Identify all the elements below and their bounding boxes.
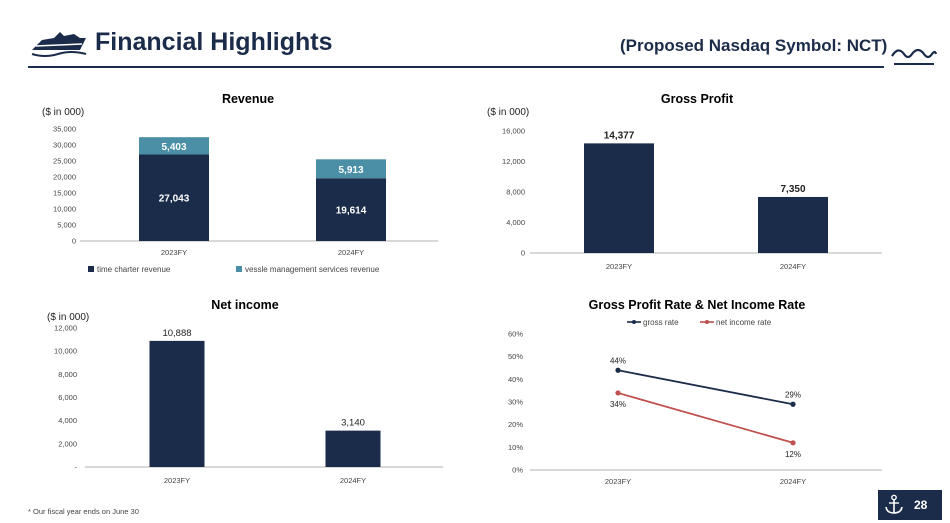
gross-profit-data-label: 7,350: [780, 184, 805, 195]
rates-legend-marker: [705, 320, 709, 324]
rates-data-label: 34%: [610, 400, 626, 409]
rates-data-label: 12%: [785, 450, 801, 459]
revenue-x-tick: 2023FY: [161, 248, 187, 257]
anchor-icon: [885, 494, 903, 514]
net-income-y-tick: 6,000: [58, 393, 77, 402]
revenue-y-tick: 15,000: [53, 189, 76, 198]
revenue-legend-swatch: [88, 266, 94, 272]
rates-point-gross-rate: [790, 401, 796, 407]
revenue-data-label: 5,403: [161, 142, 186, 153]
rates-y-tick: 20%: [508, 420, 523, 429]
rates-y-tick: 50%: [508, 352, 523, 361]
net-income-y-tick: 2,000: [58, 439, 77, 448]
rates-point-net-income-rate: [790, 440, 796, 446]
net-income-chart-title: Net income: [211, 298, 278, 312]
revenue-data-label: 5,913: [338, 165, 363, 176]
rates-y-tick: 10%: [508, 443, 523, 452]
revenue-y-tick: 5,000: [57, 221, 76, 230]
net-income-bar: [325, 430, 381, 467]
revenue-y-tick: 20,000: [53, 173, 76, 182]
revenue-data-label: 27,043: [159, 194, 190, 205]
revenue-data-label: 19,614: [336, 206, 367, 217]
ship-logo-icon: [31, 32, 87, 57]
gross-profit-data-label: 14,377: [604, 130, 635, 141]
rates-legend-label: net income rate: [716, 318, 772, 327]
revenue-chart-title: Revenue: [222, 92, 274, 106]
revenue-chart: Revenue ($ in 000) 0 5,000 10,000 15,000 20,…: [42, 92, 438, 274]
revenue-y-tick: 35,000: [53, 125, 76, 134]
net-income-y-tick: 4,000: [58, 416, 77, 425]
revenue-x-tick: 2024FY: [338, 248, 364, 257]
net-income-y-tick: 12,000: [54, 324, 77, 333]
net-income-x-tick: 2024FY: [340, 476, 366, 485]
rates-y-tick: 0%: [512, 466, 523, 475]
net-income-data-label: 10,888: [162, 328, 191, 339]
revenue-bar-time-charter: [139, 154, 209, 241]
gross-profit-y-tick: 16,000: [502, 127, 525, 136]
rates-line-net-income-rate: [617, 392, 794, 444]
revenue-y-tick: 25,000: [53, 157, 76, 166]
gross-profit-y-tick: 0: [521, 249, 525, 258]
rates-legend-marker: [632, 320, 636, 324]
gross-profit-chart-title: Gross Profit: [661, 92, 734, 106]
page-number: 28: [914, 498, 928, 512]
gross-profit-x-tick: 2023FY: [606, 262, 632, 271]
rates-y-tick: 60%: [508, 330, 523, 339]
rates-legend-label: gross rate: [643, 318, 679, 327]
header-divider: [28, 66, 884, 68]
revenue-y-tick: 10,000: [53, 205, 76, 214]
net-income-y-tick: 8,000: [58, 370, 77, 379]
revenue-legend-swatch: [236, 266, 242, 272]
rates-chart-title: Gross Profit Rate & Net Income Rate: [589, 298, 806, 312]
rates-y-tick: 40%: [508, 375, 523, 384]
net-income-y-tick: 10,000: [54, 347, 77, 356]
rates-chart: Gross Profit Rate & Net Income Rate gros…: [508, 298, 882, 486]
revenue-bar-vessel-mgmt: [139, 137, 209, 155]
revenue-legend-label: time charter revenue: [97, 265, 171, 274]
nasdaq-symbol: (Proposed Nasdaq Symbol: NCT): [620, 36, 888, 55]
net-income-unit-label: ($ in 000): [47, 312, 89, 323]
revenue-bar-vessel-mgmt: [316, 159, 386, 179]
gross-profit-unit-label: ($ in 000): [487, 107, 529, 118]
revenue-y-tick: 0: [72, 237, 76, 246]
revenue-y-tick: 30,000: [53, 141, 76, 150]
page-title: Financial Highlights: [95, 28, 333, 56]
rates-x-tick: 2023FY: [605, 477, 631, 486]
gross-profit-y-tick: 4,000: [506, 218, 525, 227]
rates-point-gross-rate: [615, 367, 621, 373]
rates-line-gross-rate: [617, 369, 794, 406]
net-income-chart: Net income ($ in 000) - 2,000 4,000 6,000 8,…: [47, 298, 443, 485]
gross-profit-chart: Gross Profit ($ in 000) 0 4,000 8,000 12,00…: [487, 92, 882, 271]
net-income-data-label: 3,140: [341, 418, 365, 429]
rates-data-label: 29%: [785, 390, 801, 399]
revenue-unit-label: ($ in 000): [42, 107, 84, 118]
gross-profit-bar: [758, 196, 828, 253]
rates-y-tick: 30%: [508, 398, 523, 407]
page-number-box: [878, 490, 942, 520]
gross-profit-bar: [584, 143, 654, 253]
net-income-bar: [149, 340, 205, 467]
gross-profit-y-tick: 8,000: [506, 188, 525, 197]
rates-point-net-income-rate: [615, 390, 621, 396]
rates-x-tick: 2024FY: [780, 477, 806, 486]
waves-icon: [891, 48, 938, 65]
net-income-y-tick: -: [75, 463, 78, 472]
net-income-x-tick: 2023FY: [164, 476, 190, 485]
rates-data-label: 44%: [610, 356, 626, 365]
revenue-legend-label: vessle management services revenue: [245, 265, 380, 274]
fiscal-year-footnote: * Our fiscal year ends on June 30: [28, 507, 139, 516]
gross-profit-y-tick: 12,000: [502, 157, 525, 166]
gross-profit-x-tick: 2024FY: [780, 262, 806, 271]
revenue-bar-time-charter: [316, 178, 386, 241]
